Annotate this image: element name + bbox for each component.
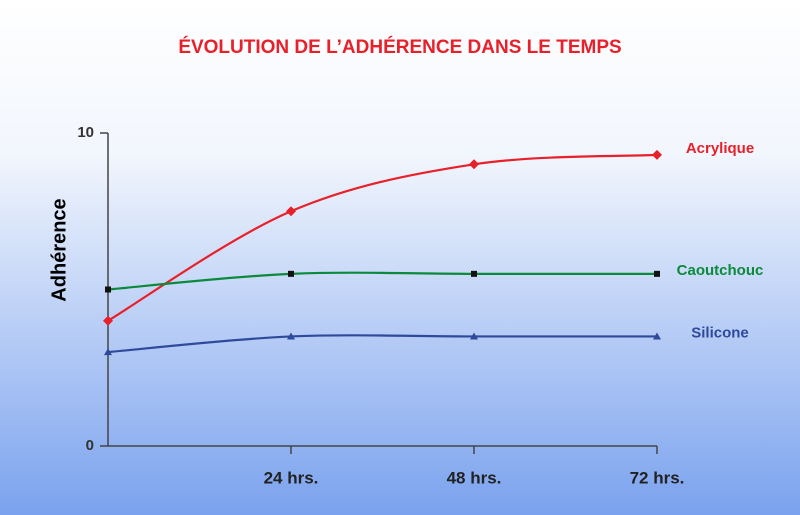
marker xyxy=(286,206,296,217)
chart-title: ÉVOLUTION DE L’ADHÉRENCE DANS LE TEMPS xyxy=(178,36,621,58)
y-axis-label: Adhérence xyxy=(48,198,70,301)
marker xyxy=(469,159,479,170)
marker xyxy=(104,348,112,356)
marker xyxy=(105,286,111,293)
marker xyxy=(288,270,294,277)
series-label: Caoutchouc xyxy=(677,262,764,279)
series-label: Silicone xyxy=(691,324,749,341)
x-tick-label: 72 hrs. xyxy=(630,468,685,487)
y-tick-label: 10 xyxy=(77,124,94,141)
marker xyxy=(654,270,660,277)
marker xyxy=(652,149,662,160)
marker xyxy=(470,332,478,340)
x-tick-label: 24 hrs. xyxy=(264,468,319,487)
series-label: Acrylique xyxy=(686,140,754,157)
series-line xyxy=(107,334,657,354)
marker xyxy=(287,332,295,340)
marker xyxy=(471,270,477,277)
marker xyxy=(103,315,113,326)
y-tick-label: 0 xyxy=(86,437,94,454)
marker xyxy=(653,332,661,340)
series-line xyxy=(107,153,658,322)
series-line xyxy=(107,271,657,291)
x-tick-label: 48 hrs. xyxy=(447,468,502,487)
